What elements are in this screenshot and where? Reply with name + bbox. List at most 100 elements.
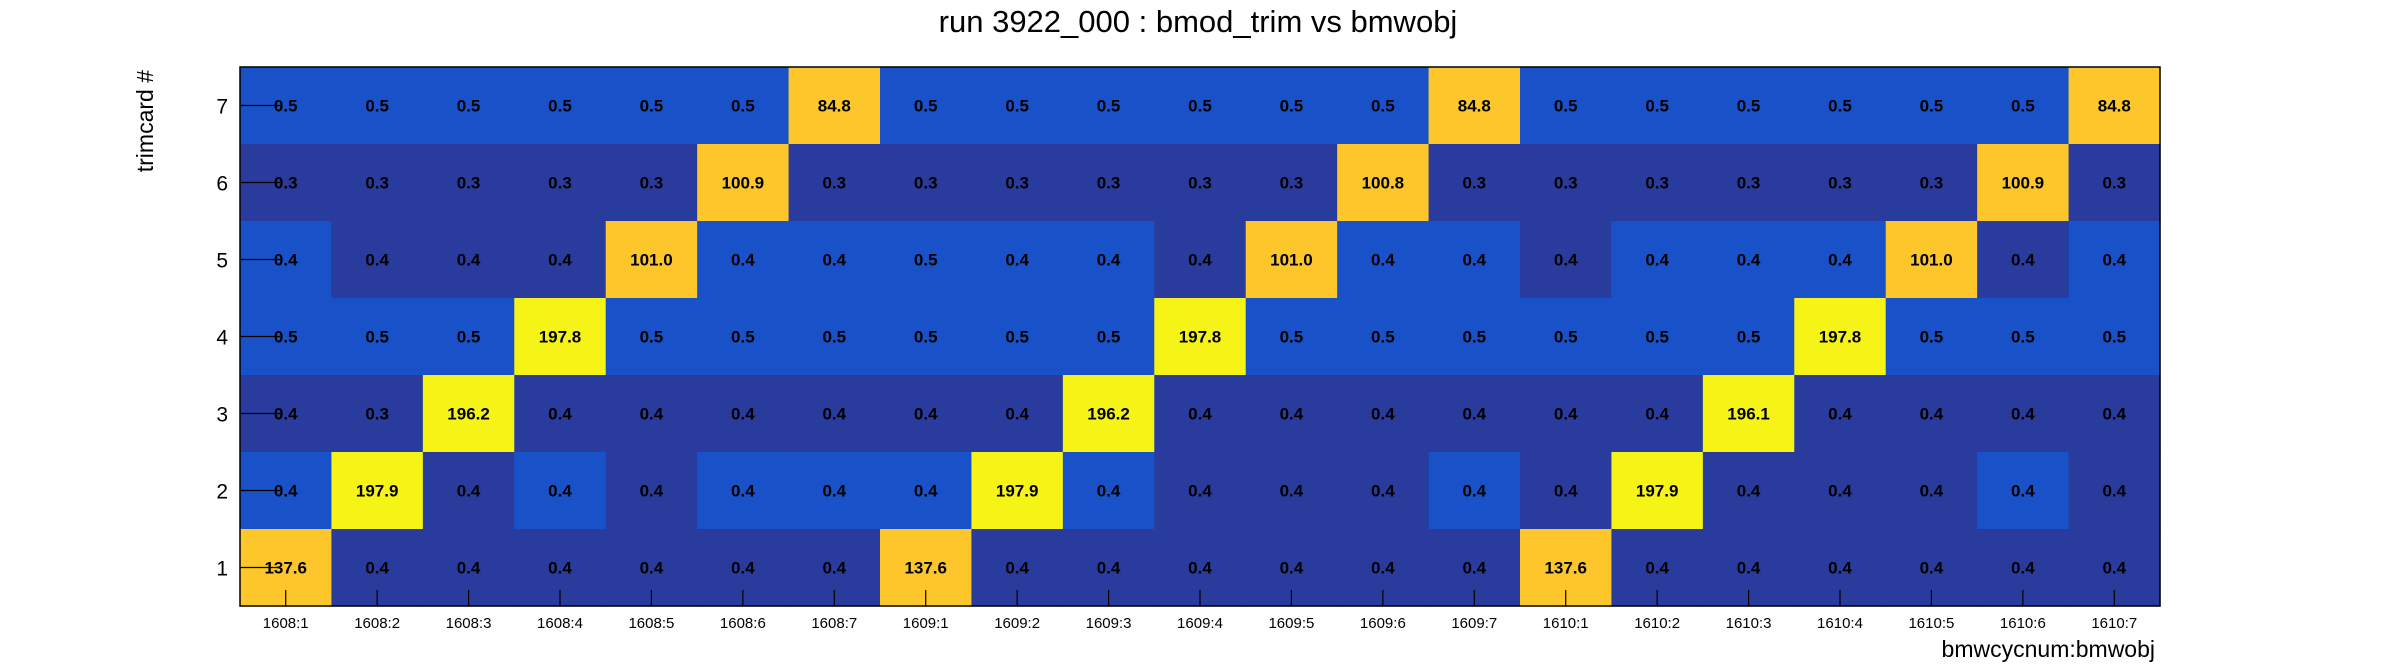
chart-title: run 3922_000 : bmod_trim vs bmwobj xyxy=(939,4,1458,39)
x-tick-label: 1608:6 xyxy=(720,615,766,632)
cell-value-label: 0.4 xyxy=(731,559,755,578)
cell-value-label: 0.4 xyxy=(640,559,664,578)
heatmap-cell xyxy=(1885,375,1978,453)
heatmap-cell xyxy=(2068,375,2161,453)
y-tick-label: 2 xyxy=(216,481,228,504)
heatmap-cell xyxy=(1062,375,1155,453)
cell-value-label: 0.5 xyxy=(365,328,389,347)
heatmap-cell xyxy=(1611,67,1704,145)
heatmap-cell xyxy=(1428,67,1521,145)
heatmap-cell xyxy=(1337,375,1430,453)
plot-frame xyxy=(239,66,2161,607)
cell-value-label: 0.5 xyxy=(1005,97,1029,116)
cell-value-label: 197.9 xyxy=(1636,482,1679,501)
heatmap-cell xyxy=(1154,221,1247,299)
cell-value-label: 0.4 xyxy=(1462,251,1486,270)
cell-value-label: 0.5 xyxy=(640,328,664,347)
cell-value-label: 0.4 xyxy=(1097,559,1121,578)
cell-value-label: 0.4 xyxy=(822,405,846,424)
heatmap-cell xyxy=(1428,144,1521,222)
cell-value-label: 0.4 xyxy=(457,251,481,270)
cell-value-label: 0.4 xyxy=(1097,482,1121,501)
cell-value-label: 0.4 xyxy=(1737,482,1761,501)
cell-value-label: 0.4 xyxy=(640,482,664,501)
heatmap-cell xyxy=(1245,375,1338,453)
heatmap-cell xyxy=(514,221,607,299)
cell-value-label: 0.4 xyxy=(2011,559,2035,578)
cell-value-label: 0.5 xyxy=(731,328,755,347)
x-tick-label: 1610:3 xyxy=(1726,615,1772,632)
heatmap-cell xyxy=(880,452,973,530)
cell-value-label: 0.4 xyxy=(1188,405,1212,424)
heatmap-cell xyxy=(422,298,515,376)
cell-value-label: 0.4 xyxy=(1554,251,1578,270)
cell-value-label: 0.4 xyxy=(1371,405,1395,424)
cell-value-label: 0.4 xyxy=(1005,559,1029,578)
cell-value-label: 100.8 xyxy=(1362,174,1405,193)
x-tick-label: 1609:7 xyxy=(1451,615,1497,632)
cell-value-label: 0.3 xyxy=(1737,174,1761,193)
heatmap-cell xyxy=(1245,144,1338,222)
heatmap-cell xyxy=(331,375,424,453)
heatmap-cell xyxy=(2068,144,2161,222)
x-tick-label: 1608:2 xyxy=(354,615,400,632)
heatmap-cell xyxy=(880,144,973,222)
x-axis-title: bmwcycnum:bmwobj xyxy=(1942,636,2155,662)
cell-value-label: 0.4 xyxy=(1645,405,1669,424)
x-tick-label: 1609:1 xyxy=(903,615,949,632)
cell-value-label: 0.4 xyxy=(1462,559,1486,578)
cell-value-label: 0.3 xyxy=(640,174,664,193)
cell-value-label: 0.4 xyxy=(2011,251,2035,270)
cell-value-label: 137.6 xyxy=(904,559,947,578)
heatmap-cell xyxy=(1154,375,1247,453)
cell-value-label: 0.5 xyxy=(914,97,938,116)
cell-value-label: 0.4 xyxy=(914,482,938,501)
heatmap-cell xyxy=(605,452,698,530)
heatmap-cell xyxy=(1154,298,1247,376)
cell-value-label: 0.4 xyxy=(1371,559,1395,578)
cell-value-label: 0.5 xyxy=(1280,97,1304,116)
heatmap-cell xyxy=(1154,67,1247,145)
heatmap-cell xyxy=(1337,298,1430,376)
heatmap-cell xyxy=(1428,221,1521,299)
heatmap-cell xyxy=(697,375,790,453)
y-tick-label: 5 xyxy=(216,250,228,273)
heatmap-cell xyxy=(1062,298,1155,376)
cell-value-label: 0.5 xyxy=(1737,97,1761,116)
heatmap-cell xyxy=(1520,67,1613,145)
heatmap-cell xyxy=(422,452,515,530)
cell-value-label: 197.8 xyxy=(1179,328,1222,347)
x-tick-label: 1608:1 xyxy=(263,615,309,632)
heatmap-cells: 0.5 0.5 0.5 0.5 0.5 0.5 84.8 0.5 0.5 0.5 0.5 0.5 0.5… xyxy=(240,67,2161,607)
cell-value-label: 197.9 xyxy=(996,482,1039,501)
cell-value-label: 0.4 xyxy=(1828,559,1852,578)
heatmap-cell xyxy=(788,144,881,222)
cell-value-label: 0.4 xyxy=(1462,405,1486,424)
cell-value-label: 0.3 xyxy=(1828,174,1852,193)
cell-value-label: 0.4 xyxy=(1554,405,1578,424)
heatmap-cell xyxy=(331,67,424,145)
cell-value-label: 0.4 xyxy=(1280,559,1304,578)
cell-value-label: 0.5 xyxy=(1645,97,1669,116)
cell-value-label: 0.4 xyxy=(1645,559,1669,578)
heatmap-cell xyxy=(605,375,698,453)
heatmap-cell xyxy=(971,298,1064,376)
heatmap-cell xyxy=(1885,452,1978,530)
cell-value-label: 0.4 xyxy=(1828,482,1852,501)
cell-value-label: 0.4 xyxy=(365,251,389,270)
heatmap-cell xyxy=(1794,221,1887,299)
x-tick-label: 1609:5 xyxy=(1268,615,1314,632)
cell-value-label: 0.5 xyxy=(2011,328,2035,347)
cell-value-label: 0.4 xyxy=(457,559,481,578)
heatmap-cell xyxy=(1885,144,1978,222)
heatmap-cell xyxy=(1611,452,1704,530)
heatmap-cell xyxy=(1977,375,2070,453)
cell-value-label: 0.4 xyxy=(2102,405,2126,424)
cell-value-label: 0.4 xyxy=(548,559,572,578)
cell-value-label: 0.4 xyxy=(731,482,755,501)
heatmap-cell xyxy=(788,375,881,453)
heatmap-cell xyxy=(331,144,424,222)
heatmap-cell xyxy=(1062,452,1155,530)
cell-value-label: 101.0 xyxy=(1270,251,1313,270)
cell-value-label: 84.8 xyxy=(818,97,851,116)
